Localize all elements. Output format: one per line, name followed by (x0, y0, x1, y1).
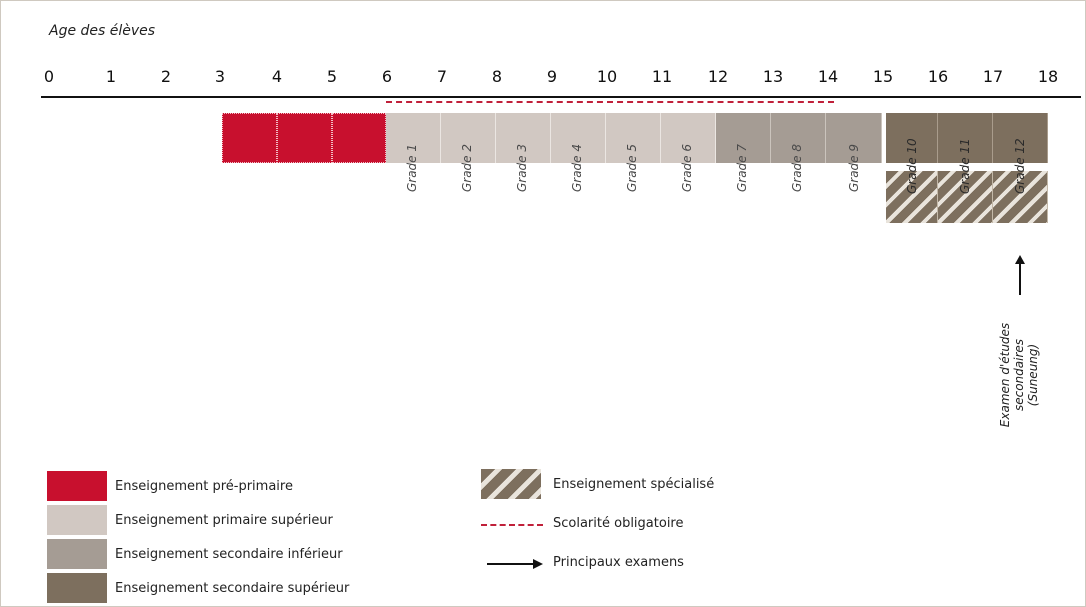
legend-label-upper-secondary: Enseignement secondaire supérieur (115, 581, 350, 596)
grade-block (993, 113, 1048, 163)
age-tick: 4 (271, 67, 283, 86)
legend-arrow-icon (487, 559, 543, 569)
age-tick: 0 (43, 67, 55, 86)
age-tick: 11 (651, 67, 673, 86)
grade-block (826, 113, 882, 163)
pre-primary-block (332, 113, 386, 163)
specialized-block (886, 171, 938, 223)
age-tick: 5 (326, 67, 338, 86)
specialized-block (993, 171, 1048, 223)
grade-block (886, 113, 938, 163)
legend-swatch-specialized (481, 469, 541, 499)
age-tick: 2 (160, 67, 172, 86)
legend-swatch-compulsory (481, 524, 543, 526)
age-tick: 13 (762, 67, 784, 86)
legend-label-primary: Enseignement primaire supérieur (115, 513, 333, 528)
age-tick: 10 (596, 67, 618, 86)
axis-title: Age des élèves (49, 23, 156, 39)
age-axis-line (41, 96, 1081, 98)
grade-block (661, 113, 716, 163)
age-tick: 3 (214, 67, 226, 86)
legend-swatch-lower-secondary (47, 539, 107, 569)
legend-swatch-primary (47, 505, 107, 535)
exam-label-line: (Suneung) (1026, 343, 1040, 407)
pre-primary-block (222, 113, 277, 163)
age-tick: 18 (1037, 67, 1059, 86)
exam-label-line: secondaires (1012, 338, 1026, 412)
grade-block (938, 113, 993, 163)
exam-arrow-icon (1015, 255, 1025, 295)
age-tick: 17 (982, 67, 1004, 86)
legend-label-lower-secondary: Enseignement secondaire inférieur (115, 547, 343, 562)
legend-label-pre-primary: Enseignement pré-primaire (115, 479, 293, 494)
grade-block (386, 113, 441, 163)
legend-swatch-upper-secondary (47, 573, 107, 603)
legend-swatch-pre-primary (47, 471, 107, 501)
legend-label-compulsory: Scolarité obligatoire (553, 516, 684, 531)
legend-label-specialized: Enseignement spécialisé (553, 477, 715, 492)
grade-block (771, 113, 826, 163)
age-tick: 6 (381, 67, 393, 86)
age-tick: 7 (436, 67, 448, 86)
compulsory-schooling-line (386, 101, 834, 103)
age-tick: 16 (927, 67, 949, 86)
age-tick: 15 (872, 67, 894, 86)
age-tick: 8 (491, 67, 503, 86)
age-tick: 9 (546, 67, 558, 86)
grade-block (551, 113, 606, 163)
legend-label-exams: Principaux examens (553, 555, 684, 570)
age-tick: 14 (817, 67, 839, 86)
grade-block (441, 113, 496, 163)
pre-primary-block (277, 113, 332, 163)
grade-block (716, 113, 771, 163)
age-tick: 12 (707, 67, 729, 86)
exam-label-line: Examen d'études (998, 322, 1012, 428)
age-tick: 1 (105, 67, 117, 86)
grade-block (496, 113, 551, 163)
specialized-block (938, 171, 993, 223)
grade-block (606, 113, 661, 163)
